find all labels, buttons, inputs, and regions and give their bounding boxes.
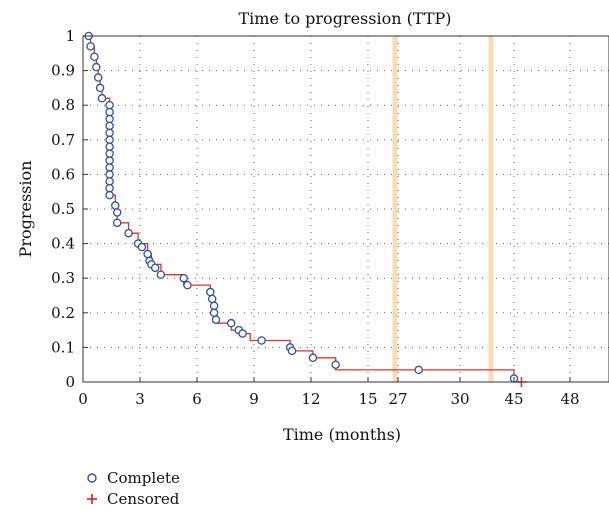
x-tick-label: 30 [450, 390, 469, 408]
complete-point [287, 346, 297, 356]
y-tick-label: 0 [65, 373, 75, 391]
step-curve [83, 35, 522, 383]
y-tick-label: 0.1 [51, 338, 75, 356]
complete-point [97, 94, 107, 103]
step-curve-layer [83, 35, 522, 383]
axis-break-bands [392, 36, 494, 382]
y-tick-label: 0.8 [51, 96, 75, 114]
complete-point [86, 42, 95, 51]
x-tick-label: 27 [388, 390, 407, 408]
legend-item-censored: Censored [85, 490, 179, 508]
complete-point [92, 62, 101, 72]
complete-point [105, 128, 114, 138]
x-tick-label: 45 [504, 390, 523, 408]
complete-point [257, 336, 266, 345]
complete-point [105, 107, 114, 117]
complete-point [209, 301, 219, 311]
complete-point [331, 360, 340, 369]
complete-point [105, 163, 114, 172]
complete-point [105, 114, 114, 124]
x-tick-label: 15 [358, 390, 377, 408]
complete-point [105, 183, 114, 193]
y-tick-label: 1 [65, 27, 75, 45]
complete-point [226, 318, 236, 328]
axis-break-band [488, 36, 494, 382]
complete-point [105, 156, 114, 165]
complete-point [105, 149, 114, 158]
grid-lines [82, 35, 609, 383]
complete-point [238, 329, 247, 338]
complete-point [207, 294, 217, 304]
complete-point [137, 242, 147, 252]
circle-marker-icon [85, 472, 99, 484]
complete-point [105, 142, 114, 151]
complete-point [93, 73, 103, 82]
axis-break-band [392, 36, 398, 382]
complete-point [105, 170, 114, 179]
x-tick-label: 0 [78, 390, 88, 408]
x-tick-label: 3 [135, 390, 145, 408]
plot-frame [82, 35, 609, 383]
complete-point [112, 208, 122, 217]
complete-point [112, 218, 122, 228]
x-tick-label: 6 [192, 390, 202, 408]
x-tick-label: 12 [301, 390, 320, 408]
plus-marker-icon [85, 493, 99, 505]
complete-point [206, 287, 215, 297]
legend-label-complete: Complete [107, 469, 180, 487]
complete-point [95, 83, 105, 93]
complete-point [179, 273, 188, 283]
chart-title: Time to progression (TTP) [239, 9, 452, 28]
complete-point [105, 121, 114, 131]
complete-point [105, 177, 114, 186]
y-tick-label: 0.4 [51, 235, 75, 253]
x-tick-label: 9 [249, 390, 259, 408]
complete-point [111, 201, 120, 210]
complete-point [105, 135, 114, 145]
legend-item-complete: Complete [85, 469, 180, 487]
y-tick-label: 0.3 [51, 269, 75, 287]
y-tick-label: 0.5 [51, 200, 75, 218]
axis-ticks: 0 0.1 0.2 0.3 0.4 0.5 0.6 0.7 0.8 0.9 1 0 3 6 9 12 15 27 3… [51, 27, 579, 408]
complete-point [90, 52, 99, 62]
y-tick-label: 0.6 [51, 165, 75, 183]
complete-point [156, 270, 166, 279]
complete-point [414, 365, 423, 375]
legend-label-censored: Censored [107, 490, 180, 508]
y-tick-label: 0.9 [51, 62, 75, 80]
complete-point [124, 228, 133, 238]
complete-point [143, 249, 152, 259]
complete-point [211, 315, 221, 324]
complete-point [150, 263, 160, 273]
x-axis-label: Time (months) [283, 425, 401, 444]
y-tick-label: 0.2 [51, 304, 75, 322]
complete-point [105, 100, 114, 110]
y-axis-label: Progression [16, 161, 35, 258]
complete-point [105, 190, 114, 200]
complete-point [183, 280, 192, 290]
complete-point [308, 353, 318, 363]
y-tick-label: 0.7 [51, 131, 75, 149]
x-tick-label: 48 [560, 390, 579, 408]
complete-point [209, 308, 219, 318]
